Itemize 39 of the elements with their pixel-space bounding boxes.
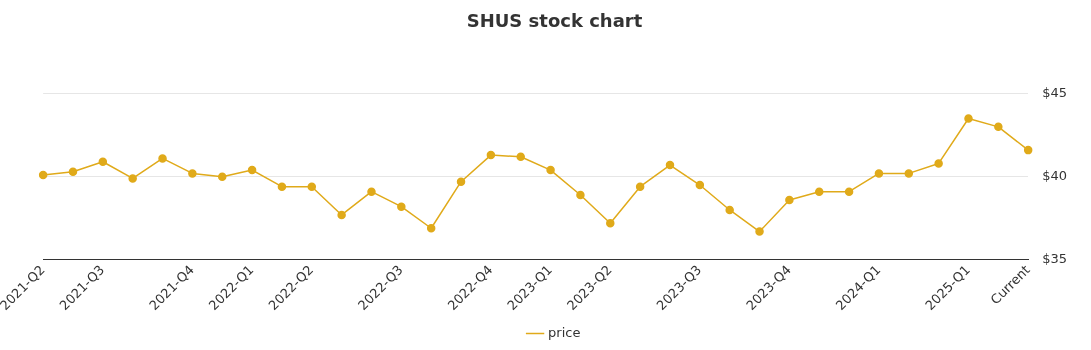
legend-label: price [548,324,581,340]
point [277,182,287,191]
y-tick-label: $40 [1042,168,1068,184]
point [844,187,854,196]
point [725,205,734,215]
point [486,150,496,160]
point [426,224,436,233]
point [755,227,764,236]
point [1023,145,1033,155]
point [964,114,973,123]
point [247,165,257,175]
point [606,219,615,228]
point [934,159,943,168]
point [576,190,585,200]
point [188,169,197,178]
point [217,172,227,181]
point [785,195,794,205]
point [814,187,824,196]
y-tick-label: $45 [1042,84,1068,100]
point [68,167,78,176]
point [904,169,914,178]
point [695,180,705,190]
point [397,202,406,211]
chart-title: SHUS stock chart [466,10,643,32]
point [38,170,48,180]
y-tick-label: $35 [1042,251,1068,267]
point [307,182,317,191]
point [456,177,466,186]
point [874,169,884,178]
point [516,152,525,162]
point [546,165,555,175]
point [367,187,376,196]
point [635,182,645,191]
point [128,174,137,183]
point [337,210,346,220]
point [98,157,108,167]
point [158,154,167,163]
point [994,122,1003,132]
point [665,160,675,170]
